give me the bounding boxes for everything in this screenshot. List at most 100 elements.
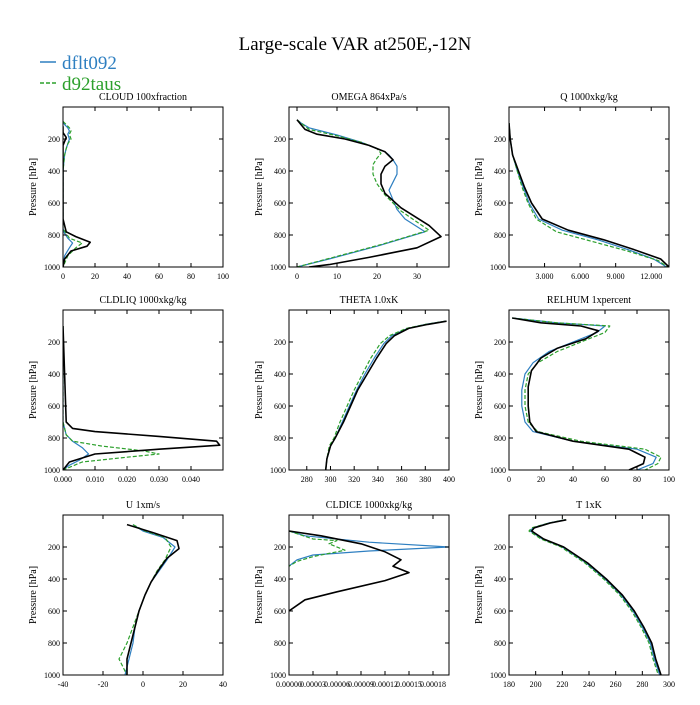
y-tick-label: 200 [494, 543, 506, 552]
series-line-dflt092 [529, 519, 661, 675]
panel-title: RELHUM 1xpercent [547, 295, 631, 306]
series-line-d92taus [509, 122, 669, 267]
y-axis-label: Pressure [hPa] [254, 566, 265, 624]
y-tick-label: 600 [48, 607, 60, 616]
y-tick-label: 200 [48, 543, 60, 552]
series-group [509, 122, 669, 267]
x-tick-label: 280 [301, 475, 313, 484]
x-tick-label: 20 [373, 272, 381, 281]
x-tick-label: 0.040 [182, 475, 200, 484]
series-line-d92taus [63, 326, 160, 470]
x-tick-label: 260 [610, 680, 622, 689]
series-line-dflt092 [124, 524, 176, 675]
y-tick-label: 600 [274, 607, 286, 616]
series-group [528, 519, 662, 675]
y-tick-label: 800 [494, 639, 506, 648]
plot-frame [288, 309, 450, 471]
x-tick-label: 0 [141, 680, 145, 689]
x-tick-label: 380 [419, 475, 431, 484]
y-tick-label: 200 [274, 543, 286, 552]
y-tick-label: 400 [494, 370, 506, 379]
x-tick-label: 300 [663, 680, 675, 689]
y-tick-label: 600 [48, 402, 60, 411]
y-tick-label: 1000 [270, 671, 286, 680]
x-tick-label: 40 [219, 680, 227, 689]
x-tick-label: 180 [503, 680, 515, 689]
y-tick-label: 200 [494, 135, 506, 144]
series-group [63, 120, 91, 267]
x-tick-label: 6.000 [571, 272, 589, 281]
y-tick-label: 800 [274, 639, 286, 648]
y-axis-label: Pressure [hPa] [474, 566, 485, 624]
series-line-dflt092 [63, 326, 90, 470]
y-tick-label: 1000 [44, 263, 60, 272]
series-line-black [289, 530, 410, 612]
y-axis-label: Pressure [hPa] [254, 158, 265, 216]
y-axis-label: Pressure [hPa] [28, 566, 39, 624]
series-line-d92taus [512, 317, 662, 470]
series-line-black [63, 325, 221, 470]
series-line-black [296, 119, 442, 267]
y-tick-label: 1000 [44, 671, 60, 680]
y-axis-label: Pressure [hPa] [28, 361, 39, 419]
series-line-d92taus [296, 119, 430, 267]
figure-title: Large-scale VAR at250E,-12N [239, 34, 472, 55]
x-tick-label: 0.00018 [420, 680, 446, 689]
plot-frame [62, 309, 224, 471]
x-tick-label: -40 [58, 680, 69, 689]
x-tick-label: 0.00003 [300, 680, 326, 689]
series-group [512, 317, 662, 470]
y-tick-label: 1000 [270, 466, 286, 475]
series-line-black [530, 519, 662, 675]
plot-frame [62, 514, 224, 676]
series-group [118, 523, 180, 675]
y-axis-label: Pressure [hPa] [254, 361, 265, 419]
plot-frame [508, 514, 670, 676]
y-tick-label: 1000 [270, 263, 286, 272]
y-tick-label: 200 [494, 338, 506, 347]
y-tick-label: 600 [494, 199, 506, 208]
y-tick-label: 200 [274, 135, 286, 144]
x-tick-label: 280 [636, 680, 648, 689]
series-line-d92taus [325, 320, 446, 470]
x-tick-label: 100 [663, 475, 675, 484]
series-group [324, 320, 447, 470]
panel-title: THETA 1.0xK [340, 295, 399, 306]
y-tick-label: 800 [48, 231, 60, 240]
y-tick-label: 400 [274, 167, 286, 176]
legend-label-dflt092: dflt092 [62, 53, 117, 74]
panel-title: OMEGA 864xPa/s [331, 92, 406, 103]
series-line-black [512, 317, 646, 470]
panel-title: T 1xK [576, 500, 602, 511]
x-tick-label: 12.000 [640, 272, 662, 281]
x-tick-label: 10 [333, 272, 341, 281]
y-tick-label: 800 [274, 231, 286, 240]
x-tick-label: 240 [583, 680, 595, 689]
x-tick-label: 30 [413, 272, 421, 281]
x-tick-label: 300 [324, 475, 336, 484]
panel-title: CLDLIQ 1000xkg/kg [100, 295, 187, 306]
panel-title: Q 1000xkg/kg [560, 92, 618, 103]
series-line-dflt092 [296, 119, 426, 267]
y-axis-label: Pressure [hPa] [28, 158, 39, 216]
y-tick-label: 400 [48, 167, 60, 176]
x-tick-label: 80 [187, 272, 195, 281]
y-tick-label: 1000 [490, 671, 506, 680]
legend-label-d92taus: d92taus [62, 74, 121, 95]
x-tick-label: -20 [98, 680, 109, 689]
x-tick-label: 200 [530, 680, 542, 689]
x-tick-label: 0 [295, 272, 299, 281]
x-tick-label: 320 [348, 475, 360, 484]
series-line-d92taus [118, 524, 172, 675]
series-line-d92taus [289, 530, 346, 567]
x-tick-label: 400 [443, 475, 455, 484]
x-tick-label: 0.00012 [372, 680, 398, 689]
y-tick-label: 400 [274, 575, 286, 584]
plot-frame [508, 106, 670, 268]
